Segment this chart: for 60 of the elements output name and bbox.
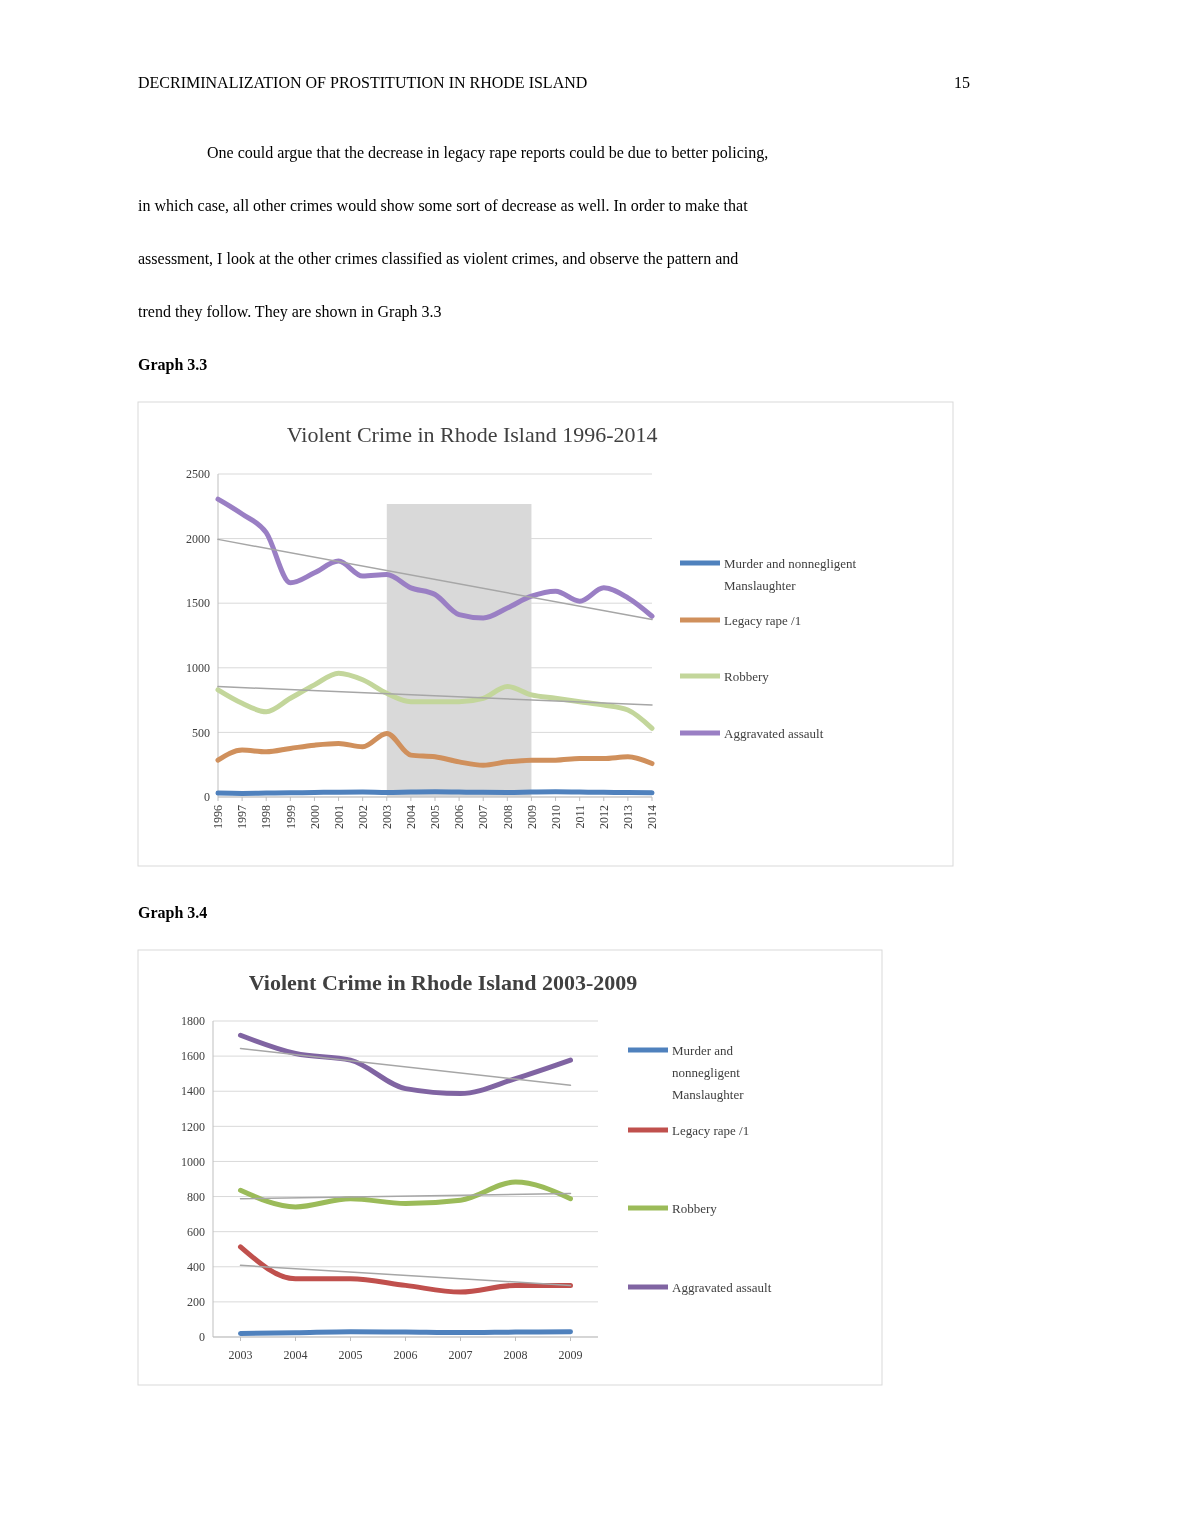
x-tick-label: 2012 [596, 805, 611, 829]
y-tick-label: 2500 [186, 467, 210, 482]
legend-label: Aggravated assault [724, 725, 824, 741]
caption: Graph 3.4 [138, 904, 208, 922]
x-tick-label: 2009 [558, 1348, 583, 1362]
x-tick-label: 2004 [283, 1348, 308, 1362]
x-tick-label: 2003 [379, 805, 394, 829]
y-tick-label: 1800 [181, 1014, 205, 1029]
legend-label: Legacy rape /1 [672, 1122, 750, 1138]
x-tick-label: 2006 [393, 1348, 418, 1362]
x-tick-label: 2008 [503, 1348, 528, 1362]
legend-label: Robbery [672, 1200, 718, 1216]
legend-label: Legacy rape /1 [724, 612, 802, 628]
x-tick-label: 2005 [338, 1348, 363, 1362]
x-tick-label: 2000 [307, 805, 322, 829]
text: One could argue that the decrease in legacy rape reports could be due to better policing, [207, 144, 769, 162]
text: in which case, all other crimes would show some sort of decrease as well. In order to make that [138, 197, 749, 214]
x-tick-label: 2005 [428, 805, 443, 829]
caption: Graph 3.3 [138, 356, 208, 374]
text: trend they follow. They are shown in Graph 3.3 [138, 303, 442, 321]
x-tick-label: 1999 [283, 805, 298, 829]
x-tick-label: 2007 [448, 1348, 473, 1362]
y-tick-label: 1400 [181, 1084, 205, 1099]
x-tick-label: 2011 [572, 805, 587, 829]
x-tick-label: 2001 [331, 805, 346, 829]
chart-title: Violent Crime in Rhode Island 2003-2009 [248, 970, 638, 995]
x-tick-label: 2014 [645, 805, 660, 829]
y-tick-label: 0 [199, 1330, 205, 1345]
legend-label: Murder and nonnegligent Manslaughter [672, 1042, 745, 1102]
y-tick-label: 0 [204, 790, 210, 805]
x-tick-label: 2010 [548, 805, 563, 829]
y-tick-label: 600 [187, 1224, 205, 1239]
x-tick-label: 2004 [404, 805, 419, 829]
y-tick-label: 1000 [181, 1154, 205, 1169]
y-tick-label: 800 [187, 1189, 205, 1204]
x-tick-label: 2007 [476, 805, 491, 829]
y-tick-label: 1000 [186, 661, 210, 675]
text: 15 [954, 74, 970, 91]
x-tick-label: 2008 [500, 805, 515, 829]
y-tick-label: 400 [187, 1259, 205, 1274]
y-tick-label: 500 [192, 725, 210, 740]
y-tick-label: 1600 [181, 1049, 205, 1064]
y-tick-label: 200 [187, 1295, 205, 1310]
text: DECRIMINALIZATION OF PROSTITUTION IN RHODE ISLAND [138, 74, 588, 91]
x-tick-label: 2013 [621, 805, 636, 829]
y-tick-label: 1200 [181, 1119, 205, 1134]
x-tick-label: 1998 [259, 805, 274, 829]
x-tick-label: 1997 [235, 805, 250, 829]
text: assessment, I look at the other crimes classified as violent crimes, and observe the pattern and [138, 250, 739, 268]
x-tick-label: 2003 [228, 1348, 253, 1362]
x-tick-label: 2009 [524, 805, 539, 829]
y-tick-label: 1500 [186, 596, 210, 611]
legend-label: Aggravated assault [672, 1279, 772, 1295]
x-tick-label: 1996 [211, 805, 226, 829]
legend-label: Robbery [724, 668, 770, 684]
chart-title: Violent Crime in Rhode Island 1996-2014 [286, 422, 658, 447]
y-tick-label: 2000 [186, 531, 210, 546]
legend-label: Murder and nonnegligent Manslaughter [724, 555, 857, 593]
x-tick-label: 2002 [355, 805, 370, 829]
x-tick-label: 2006 [452, 805, 467, 829]
